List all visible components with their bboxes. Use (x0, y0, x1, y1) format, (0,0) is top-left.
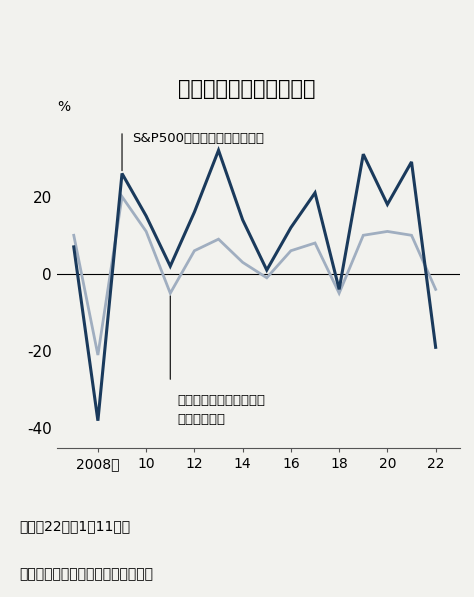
Text: 米株指数を上回る見込み: 米株指数を上回る見込み (178, 78, 315, 99)
Text: S&P500（トータルリターン）: S&P500（トータルリターン） (132, 132, 264, 145)
Text: ヘッジファンド総合指数: ヘッジファンド総合指数 (177, 393, 265, 407)
Text: （出所）ヘッジファンド・リサーチ: （出所）ヘッジファンド・リサーチ (19, 567, 153, 581)
Text: （注）22年は1～11月期: （注）22年は1～11月期 (19, 519, 130, 533)
Text: （単純平均）: （単純平均） (177, 413, 226, 426)
Text: %: % (57, 100, 70, 113)
